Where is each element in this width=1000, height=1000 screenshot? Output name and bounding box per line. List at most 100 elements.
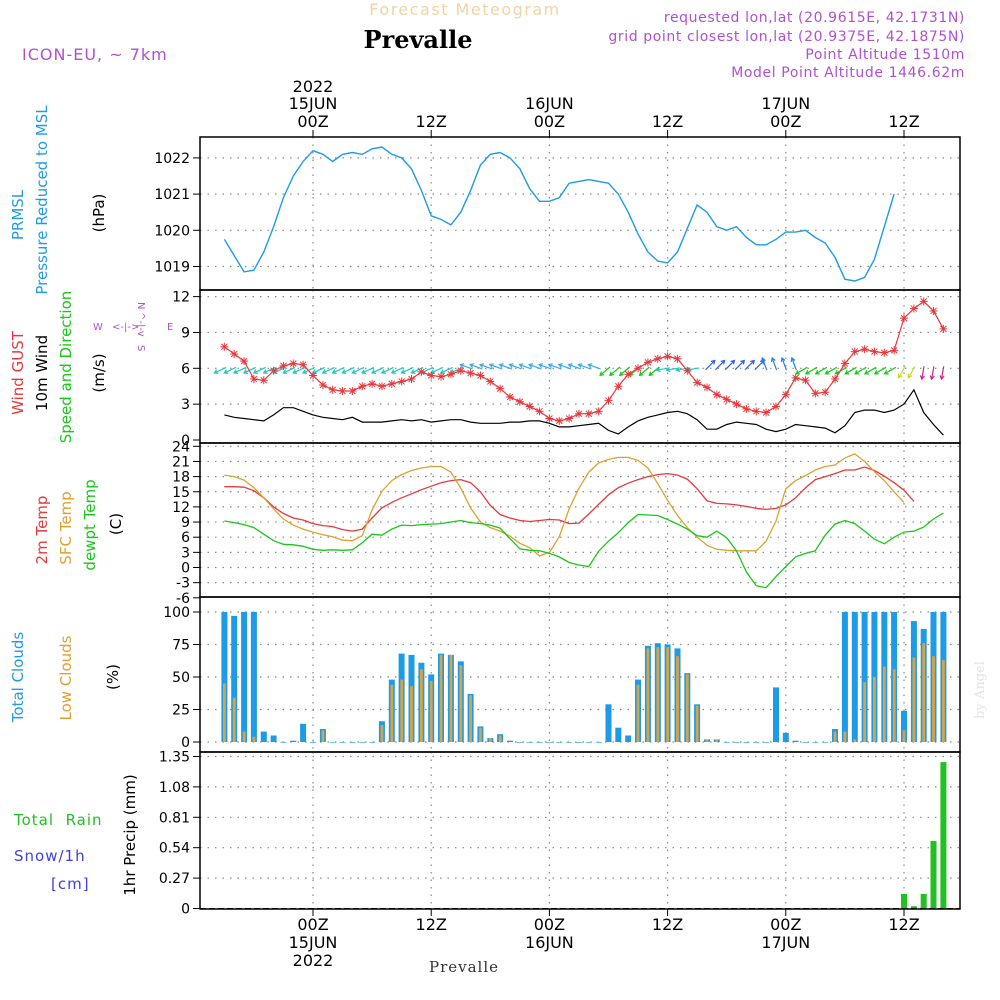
wind-arrow-head <box>380 369 386 374</box>
wind-direction-arrow <box>568 363 582 370</box>
low-clouds-bar <box>439 654 443 742</box>
wind-direction-arrow <box>656 367 670 371</box>
wind-gust-marker <box>496 384 505 393</box>
bottom-hour-label: 00Z <box>770 915 801 934</box>
total-clouds-bar <box>270 735 277 742</box>
wind-direction-arrow <box>705 360 716 371</box>
low-clouds-bar <box>715 739 719 742</box>
total-clouds-bar <box>782 732 789 742</box>
low-clouds-bar <box>666 647 669 742</box>
low-clouds-bar <box>498 735 502 742</box>
wind-gust-marker <box>909 304 918 313</box>
low-clouds-bar <box>922 643 926 742</box>
total-clouds-bar <box>260 731 267 742</box>
wind-direction-arrow <box>599 366 611 376</box>
wind-arrow-head <box>321 369 327 374</box>
wind-10m-label: 10m Wind <box>33 335 51 411</box>
y-tick-label: -3 <box>176 576 190 592</box>
wind-arrow-head <box>282 369 288 374</box>
wind-direction-arrow <box>361 366 375 374</box>
wind-gust-marker <box>614 382 623 391</box>
dewpt-line <box>224 512 944 589</box>
wind-arrow-head <box>528 363 534 368</box>
y-tick-label: 0 <box>181 735 190 751</box>
wind-arrow-head <box>618 371 624 377</box>
y-tick-label: 75 <box>172 638 190 654</box>
bottom-date-label: 17JUN <box>761 933 810 952</box>
wind-direction-arrow <box>805 366 818 375</box>
low-clouds-bar <box>853 739 857 742</box>
requested-coords: requested lon,lat (20.9615E, 42.1731N) <box>664 10 965 26</box>
wind-arrow-head <box>223 369 229 374</box>
total-clouds-bar <box>576 742 582 743</box>
wind-gust-marker <box>506 392 514 401</box>
low-clouds-bar <box>656 647 660 742</box>
wind-gust-marker <box>624 370 633 379</box>
wind-gust-marker <box>722 395 731 404</box>
wind-arrow-head <box>331 369 337 374</box>
y-tick-label: 1019 <box>154 260 190 276</box>
wind-direction-arrow <box>825 366 838 375</box>
wind-arrow-head <box>804 370 810 375</box>
wind-arrow-head <box>790 356 796 363</box>
low-clouds-bar <box>843 731 847 742</box>
bottom-date-label: 16JUN <box>525 933 574 952</box>
wind-gust-marker <box>417 367 426 376</box>
wind-direction-arrow <box>715 360 726 371</box>
wind-arrow-head <box>675 367 681 373</box>
wind-arrow-head <box>587 363 593 368</box>
y-tick-label: 1.35 <box>159 749 190 765</box>
y-tick-label: 6 <box>181 530 190 546</box>
wind-gust-marker <box>762 408 771 417</box>
wind-arrow-head <box>252 369 258 374</box>
y-tick-label: 1.08 <box>159 780 190 796</box>
pct-label: (%) <box>104 664 122 690</box>
wind-arrow-head <box>770 356 776 363</box>
total-clouds-bar <box>231 615 238 742</box>
wind-arrow-head <box>863 370 869 375</box>
wind-arrow-head <box>655 367 661 373</box>
wind-arrow-head <box>761 356 766 363</box>
total-clouds-bar <box>221 612 228 742</box>
wind-arrow-head <box>459 363 465 368</box>
wind-direction-arrow <box>884 366 897 375</box>
wind-direction-arrow <box>940 366 945 380</box>
wind-direction-arrow <box>724 360 735 371</box>
top-hour-label: 12Z <box>416 112 447 131</box>
wind-gust-marker <box>279 361 288 370</box>
rain-bar <box>910 906 917 909</box>
wind-arrow-head <box>638 371 644 377</box>
wind-direction-arrow <box>322 366 335 374</box>
total-clouds-bar <box>369 742 376 743</box>
bottom-hour-label: 12Z <box>416 915 447 934</box>
y-tick-label: 3 <box>181 545 190 561</box>
wind-arrow-head <box>720 359 726 365</box>
low-clouds-bar <box>321 730 325 742</box>
wind-gust-marker <box>486 377 495 386</box>
wind-gust-line <box>224 300 944 422</box>
wind-arrow-head <box>361 369 367 374</box>
total-clouds-bar <box>250 612 257 742</box>
wind-direction-arrow <box>342 366 355 374</box>
wind-direction-arrow <box>430 366 444 374</box>
compass-s: S <box>135 345 146 351</box>
wind-arrow-head <box>567 363 573 368</box>
y-tick-label: 0.54 <box>159 841 190 857</box>
low-clouds-bar <box>705 739 709 742</box>
wind-gust-marker <box>604 396 613 405</box>
wind-gust-marker <box>781 390 790 399</box>
wind-direction-arrow <box>744 360 755 371</box>
y-tick-label: 3 <box>181 397 190 413</box>
y-tick-label: 1021 <box>154 187 190 203</box>
low-clouds-bar <box>479 727 482 742</box>
wind-arrow-head <box>400 369 406 374</box>
total-clouds-bar <box>516 742 523 743</box>
wind-10m-line <box>224 388 944 436</box>
wind-gust-marker <box>555 416 564 425</box>
wind-arrow-head <box>795 370 801 375</box>
low-clouds-bar <box>488 738 492 742</box>
wind-direction-arrow <box>864 366 877 375</box>
temp-2m-line <box>224 466 915 532</box>
wind-direction-arrow <box>921 366 925 380</box>
